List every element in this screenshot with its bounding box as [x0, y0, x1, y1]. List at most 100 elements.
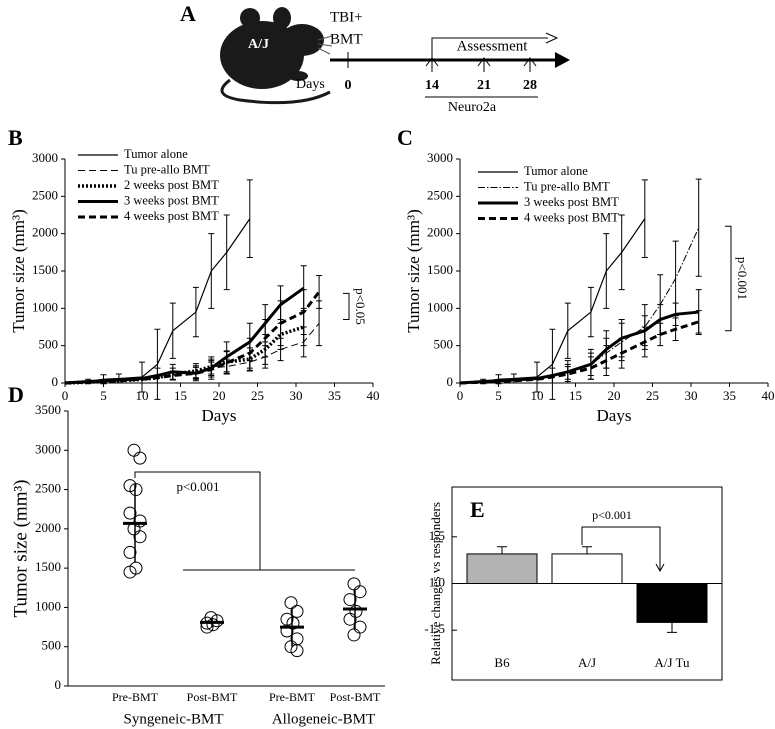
- x-tick-label: 35: [723, 388, 736, 403]
- y-tick-label: 2500: [32, 187, 58, 202]
- x-tick-label: 30: [685, 388, 698, 403]
- panel-label: D: [8, 382, 24, 407]
- data-point: [347, 628, 361, 642]
- assessment-label: Assessment: [457, 38, 529, 54]
- data-point: [347, 577, 361, 591]
- error-bar: [603, 233, 610, 309]
- x-tick-label: 10: [531, 388, 544, 403]
- data-point: [133, 451, 147, 465]
- x-tick-label: 25: [251, 388, 264, 403]
- legend-label: Tu pre-allo BMT: [124, 162, 210, 176]
- bar: [466, 553, 538, 585]
- error-bar: [695, 178, 702, 277]
- y-tick-label: 500: [42, 638, 62, 653]
- y-tick-label: 3000: [35, 441, 61, 456]
- legend-label: 3 weeks post BMT: [124, 193, 219, 207]
- y-axis-label: Tumor size (mm³): [9, 209, 28, 332]
- data-point: [280, 624, 294, 638]
- tumor-label: Neuro2a: [448, 100, 497, 115]
- series-line: [64, 322, 320, 384]
- y-axis-label: Tumor size (mm³): [404, 209, 423, 332]
- error-bar: [277, 300, 284, 347]
- error-bar: [208, 361, 215, 378]
- strain-label: A/J: [248, 37, 269, 52]
- y-tick-label: 2000: [35, 520, 61, 535]
- y-axis-label: Tumor size (mm³): [10, 480, 31, 618]
- panel-label: B: [8, 125, 23, 150]
- error-bar: [657, 322, 664, 347]
- significance-bracket: [134, 471, 355, 571]
- x-tick-label: Post-BMT: [330, 690, 381, 704]
- treatment-label: BMT: [330, 31, 363, 47]
- error-bar: [672, 317, 679, 341]
- series-line: [459, 320, 700, 385]
- y-tick-label: 1000: [427, 299, 453, 314]
- y-tick-label: 2000: [32, 225, 58, 240]
- legend-label: Tu pre-allo BMT: [524, 179, 610, 193]
- x-tick-label: 15: [569, 388, 582, 403]
- error-bar: [603, 345, 610, 377]
- series-line: [459, 310, 699, 385]
- y-tick-label: 2500: [35, 481, 61, 496]
- data-point: [123, 565, 137, 579]
- x-tick-label: 40: [367, 388, 380, 403]
- significance-bracket: [343, 292, 350, 321]
- significance-bracket: [725, 225, 732, 332]
- axis: [64, 159, 373, 384]
- error-bar: [667, 622, 677, 633]
- error-bar: [618, 337, 625, 369]
- timeline-label: 14: [425, 78, 439, 93]
- x-tick-label: Post-BMT: [187, 690, 238, 704]
- y-tick-label: 2500: [427, 187, 453, 202]
- bar: [551, 553, 623, 585]
- significance-label: p<0.001: [735, 257, 750, 300]
- error-bar: [208, 233, 215, 309]
- x-tick-label: 20: [213, 388, 226, 403]
- data-point: [353, 585, 367, 599]
- significance-label: p<0.001: [592, 508, 632, 522]
- error-bar: [223, 214, 230, 291]
- data-point: [133, 514, 147, 528]
- data-point: [284, 596, 298, 610]
- y-axis-label: Relative changes vs responders: [428, 502, 443, 665]
- error-bar: [564, 302, 571, 359]
- data-point: [349, 604, 363, 618]
- error-bar: [192, 286, 199, 338]
- y-tick-label: 1000: [35, 598, 61, 613]
- error-bar: [169, 363, 176, 380]
- y-tick-label: 3000: [32, 150, 58, 165]
- y-tick-label: 0: [447, 374, 454, 389]
- data-point: [290, 604, 304, 618]
- x-tick-label: 35: [328, 388, 341, 403]
- error-bar: [582, 546, 592, 554]
- timeline-label: 28: [523, 78, 537, 93]
- panel-label: A: [180, 1, 196, 26]
- x-tick-label: Pre-BMT: [112, 690, 159, 704]
- error-bar: [587, 286, 594, 338]
- y-tick-label: 1500: [35, 559, 61, 574]
- series-line: [64, 290, 321, 385]
- data-point: [129, 483, 143, 497]
- y-tick-label: 0: [52, 374, 59, 389]
- x-tick-label: 10: [136, 388, 149, 403]
- data-point: [133, 530, 147, 544]
- error-bar: [300, 289, 307, 335]
- panel-a: A A/J TBI+ BMT Days 0 14 21 28 Assessmen…: [180, 1, 570, 115]
- x-tick-label: 25: [646, 388, 659, 403]
- data-point: [123, 545, 137, 559]
- error-bar: [549, 328, 556, 400]
- y-tick-label: 3500: [35, 402, 61, 417]
- y-tick-label: 2000: [427, 225, 453, 240]
- timeline-arrowhead: [555, 52, 570, 68]
- error-bar: [587, 356, 594, 380]
- treatment-label: TBI+: [330, 9, 363, 25]
- x-tick-label: 20: [608, 388, 621, 403]
- x-tick-label: A/J Tu: [654, 655, 690, 670]
- x-tick-label: 5: [495, 388, 502, 403]
- error-bar: [641, 326, 648, 358]
- legend-label: 4 weeks post BMT: [124, 209, 219, 223]
- y-tick-label: 1.0: [429, 574, 445, 589]
- y-tick-label: 500: [434, 337, 454, 352]
- y-tick-label: 3000: [427, 150, 453, 165]
- panel-label: C: [397, 125, 413, 150]
